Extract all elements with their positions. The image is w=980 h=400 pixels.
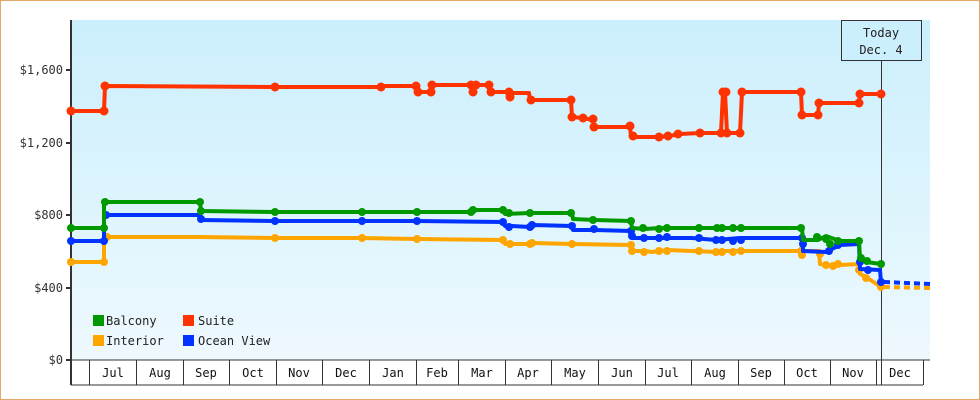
- month-label: Jun: [611, 366, 633, 380]
- suite-swatch-icon: [183, 315, 194, 326]
- interior-swatch-icon: [93, 335, 104, 346]
- month-label: Nov: [288, 366, 310, 380]
- legend-label: Interior: [106, 334, 164, 348]
- month-label: Nov: [842, 366, 864, 380]
- legend-label: Balcony: [106, 314, 157, 328]
- month-label: Jul: [102, 366, 124, 380]
- legend-item-suite: Suite: [183, 314, 234, 328]
- y-ticks: $0 $400 $800 $1,200 $1,600: [20, 63, 71, 367]
- month-label: Apr: [517, 366, 539, 380]
- legend-item-ocean-view: Ocean View: [183, 334, 271, 348]
- y-tick-label: $800: [34, 208, 63, 222]
- month-label: Aug: [704, 366, 726, 380]
- legend-label: Suite: [198, 314, 234, 328]
- series-suite: [66, 80, 886, 142]
- plot-area: [72, 20, 930, 360]
- month-label: Aug: [149, 366, 171, 380]
- series-interior: [67, 233, 885, 291]
- series-balcony: [67, 198, 885, 268]
- month-label: Jan: [382, 366, 404, 380]
- month-label: May: [564, 366, 586, 380]
- legend-item-balcony: Balcony: [93, 314, 157, 328]
- y-tick-label: $400: [34, 281, 63, 295]
- today-marker: Today Dec. 4: [841, 20, 922, 385]
- ocean-view-swatch-icon: [183, 335, 194, 346]
- month-label: Mar: [471, 366, 493, 380]
- series-ocean-view: [67, 211, 885, 286]
- month-label: Oct: [242, 366, 264, 380]
- month-label: Feb: [426, 366, 448, 380]
- legend: Balcony Suite Interior Ocean View: [93, 314, 271, 348]
- forecast-lines: [883, 280, 931, 290]
- today-date: Dec. 4: [859, 43, 902, 57]
- y-tick-label: $1,600: [20, 63, 63, 77]
- month-label: Oct: [796, 366, 818, 380]
- month-label: Jul: [657, 366, 679, 380]
- month-label: Sep: [750, 366, 772, 380]
- today-label: Today: [863, 26, 899, 40]
- month-label: Sep: [195, 366, 217, 380]
- balcony-swatch-icon: [93, 315, 104, 326]
- month-label: Dec: [335, 366, 357, 380]
- legend-label: Ocean View: [198, 334, 271, 348]
- month-label: Dec: [889, 366, 911, 380]
- y-tick-label: $1,200: [20, 136, 63, 150]
- y-tick-label: $0: [49, 353, 63, 367]
- legend-item-interior: Interior: [93, 334, 164, 348]
- x-axis: Jul Aug Sep Oct Nov Dec Jan Feb Mar Apr …: [71, 359, 930, 386]
